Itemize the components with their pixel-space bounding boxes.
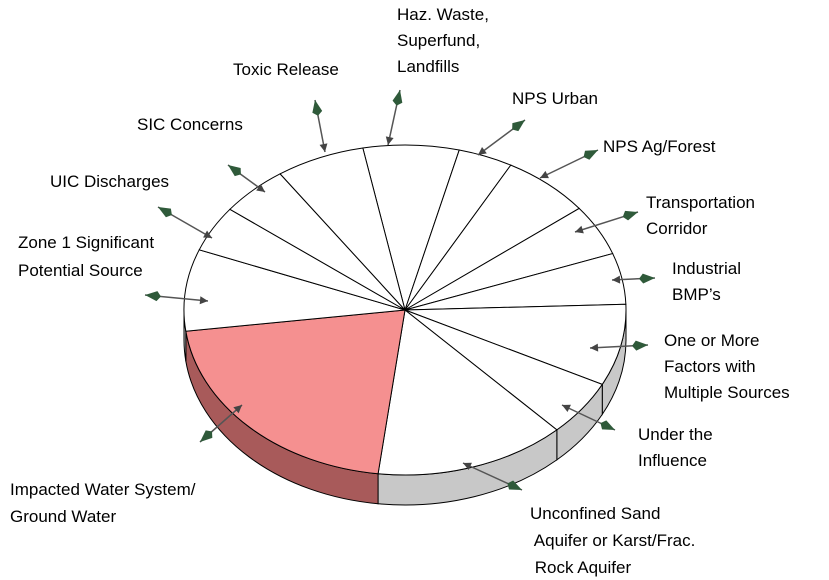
arrow-feather	[228, 165, 241, 177]
slice-label: Industrial BMP’s	[672, 259, 741, 304]
arrow-feather	[632, 340, 648, 351]
slice-label: SIC Concerns	[137, 115, 243, 134]
arrow-head	[590, 343, 599, 352]
arrow-feather	[583, 150, 598, 160]
arrow-feather	[392, 90, 403, 106]
arrow-feather	[622, 210, 638, 221]
slice-label: Unconfined Sand Aquifer or Karst/Frac. R…	[530, 504, 695, 577]
arrow-head	[319, 143, 328, 152]
arrow-feather	[200, 430, 213, 442]
arrow-feather	[512, 120, 525, 132]
arrow-head	[540, 170, 549, 179]
slice-label: Toxic Release	[233, 60, 339, 79]
arrow-head	[203, 230, 212, 238]
slice-label: Zone 1 Significant Potential Source	[18, 233, 154, 280]
slice	[404, 303, 627, 386]
slice-label: Under the Influence	[638, 425, 713, 470]
arrow-head	[612, 275, 621, 284]
arrow-head	[478, 147, 487, 155]
arrow-feather	[639, 273, 655, 284]
slice-label: Haz. Waste, Superfund, Landfills	[397, 5, 489, 76]
slice-label: Impacted Water System/Ground Water	[10, 480, 196, 526]
arrow-head	[463, 462, 472, 470]
arrow-head	[385, 136, 394, 145]
arrow-feather	[312, 100, 323, 116]
slice-label: One or More Factors with Multiple Sources	[664, 331, 790, 402]
arrow-feather	[145, 291, 161, 302]
arrow-head	[233, 405, 242, 414]
slice-label: UIC Discharges	[50, 172, 169, 191]
arrow-head	[199, 296, 208, 305]
slice-label: NPS Ag/Forest	[603, 137, 716, 156]
slice	[279, 147, 406, 311]
arrow-feather	[507, 480, 522, 490]
slice-label: NPS Urban	[512, 89, 598, 108]
slice	[183, 249, 406, 332]
arrow-feather	[600, 420, 615, 430]
arrow-head	[575, 225, 584, 234]
slice	[185, 309, 406, 475]
arrow-head	[256, 184, 265, 192]
arrow-feather	[158, 207, 172, 218]
arrow-head	[562, 404, 571, 413]
slice	[377, 309, 558, 476]
slice-label: Transportation Corridor	[646, 193, 755, 238]
